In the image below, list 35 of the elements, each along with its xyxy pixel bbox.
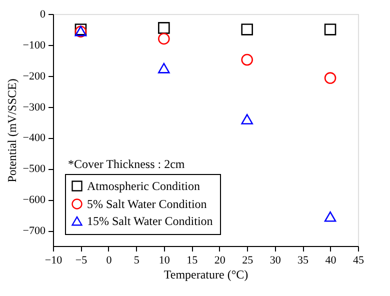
- x-tick-label: 5: [134, 254, 140, 266]
- point: [241, 54, 253, 66]
- x-tick-label: 10: [158, 254, 170, 266]
- y-tick-label: −100: [22, 39, 46, 52]
- x-tick-label: 40: [325, 254, 337, 266]
- y-tick-label: −400: [22, 132, 46, 144]
- point: [158, 32, 170, 45]
- point: [324, 24, 336, 36]
- x-tick-label: 0: [106, 254, 112, 266]
- x-tick-label: −5: [75, 254, 88, 266]
- point: [324, 72, 336, 84]
- y-tick-label: −200: [22, 70, 46, 82]
- point: [241, 114, 253, 124]
- point: [158, 62, 170, 74]
- y-tick-label: −300: [22, 101, 46, 114]
- point: [241, 24, 253, 36]
- x-tick-label: −10: [44, 254, 63, 266]
- legend-label: 5% Salt Water Condition: [87, 197, 207, 211]
- y-axis-title: Potential (mV/SSCE): [4, 78, 19, 182]
- legend-label: Atmospheric Condition: [87, 179, 200, 193]
- point: [158, 22, 170, 34]
- y-tick-label: −500: [22, 163, 46, 176]
- x-tick-label: 35: [298, 254, 310, 266]
- x-tick-label: 15: [186, 254, 198, 266]
- y-tick-label: 0: [40, 8, 46, 20]
- annotation: *Cover Thickness : 2cm: [68, 157, 186, 171]
- legend-label: 15% Salt Water Condition: [87, 214, 213, 228]
- x-axis-title: Temperature (°C): [164, 268, 248, 282]
- y-tick-label: −700: [22, 225, 46, 238]
- point: [324, 211, 336, 222]
- x-tick-label: 45: [353, 254, 364, 266]
- y-tick-label: −600: [22, 194, 46, 206]
- x-tick-label: 20: [214, 254, 226, 266]
- x-tick-label: 25: [242, 254, 254, 266]
- x-tick-label: 30: [270, 254, 282, 266]
